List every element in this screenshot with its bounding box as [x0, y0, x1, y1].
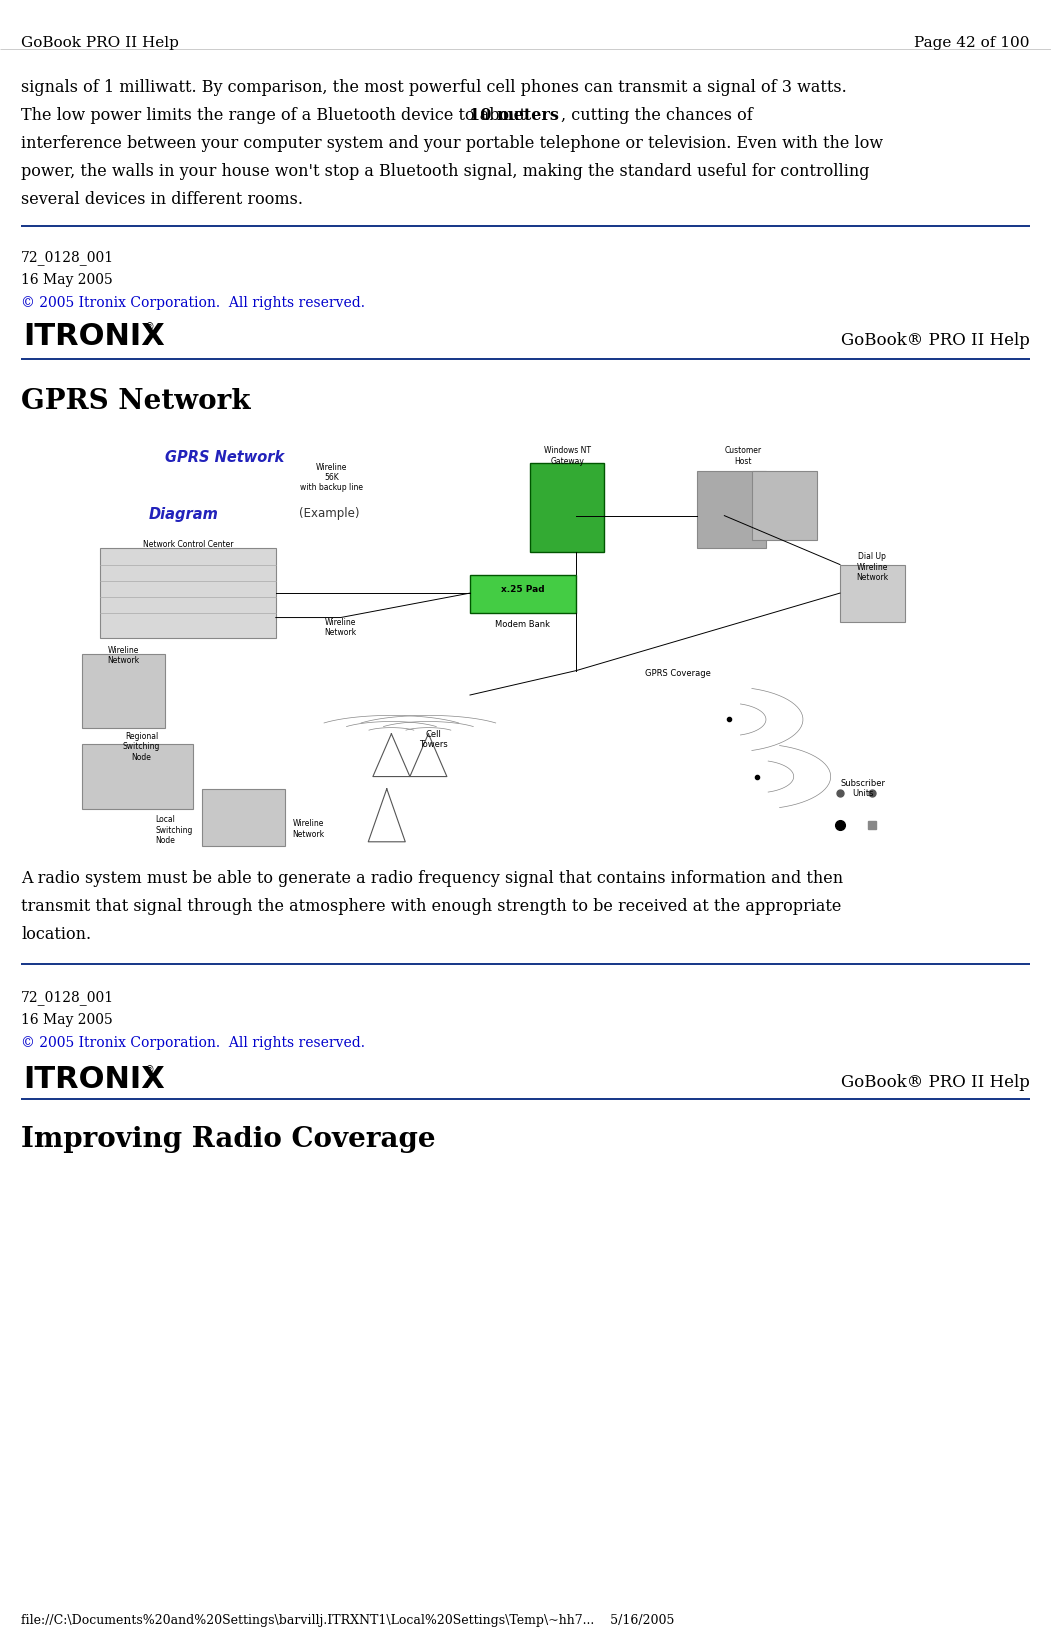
FancyBboxPatch shape [470, 575, 576, 613]
Text: ®: ® [145, 1065, 154, 1075]
Text: , cutting the chances of: , cutting the chances of [561, 107, 753, 123]
Text: interference between your computer system and your portable telephone or televis: interference between your computer syste… [21, 135, 883, 151]
Text: Wireline
56K
with backup line: Wireline 56K with backup line [300, 462, 363, 493]
Text: 16 May 2005: 16 May 2005 [21, 273, 112, 288]
Text: ITRONIX: ITRONIX [23, 322, 165, 352]
FancyBboxPatch shape [840, 564, 905, 621]
Text: GoBook® PRO II Help: GoBook® PRO II Help [841, 1074, 1030, 1090]
Text: 72_0128_001: 72_0128_001 [21, 990, 115, 1004]
Text: Wireline
Network: Wireline Network [107, 646, 139, 666]
Text: Subscriber
Units: Subscriber Units [841, 779, 886, 797]
Text: transmit that signal through the atmosphere with enough strength to be received : transmit that signal through the atmosph… [21, 898, 842, 914]
Text: © 2005 Itronix Corporation.  All rights reserved.: © 2005 Itronix Corporation. All rights r… [21, 1036, 365, 1051]
Text: GPRS Coverage: GPRS Coverage [645, 669, 712, 677]
Text: GoBook® PRO II Help: GoBook® PRO II Help [841, 332, 1030, 349]
Text: location.: location. [21, 926, 91, 942]
Text: 72_0128_001: 72_0128_001 [21, 250, 115, 265]
FancyBboxPatch shape [100, 547, 275, 638]
Text: Customer
Host: Customer Host [724, 446, 761, 465]
Text: Page 42 of 100: Page 42 of 100 [914, 36, 1030, 51]
Text: A radio system must be able to generate a radio frequency signal that contains i: A radio system must be able to generate … [21, 870, 843, 886]
Text: Network Control Center: Network Control Center [143, 541, 233, 549]
Text: Windows NT
Gateway: Windows NT Gateway [543, 446, 591, 465]
Text: © 2005 Itronix Corporation.  All rights reserved.: © 2005 Itronix Corporation. All rights r… [21, 296, 365, 311]
Text: (Example): (Example) [298, 508, 359, 521]
Text: Local
Switching
Node: Local Switching Node [156, 815, 193, 845]
FancyBboxPatch shape [82, 654, 165, 728]
Text: Wireline
Network: Wireline Network [292, 819, 324, 838]
FancyBboxPatch shape [530, 462, 604, 552]
FancyBboxPatch shape [202, 789, 285, 847]
Text: x.25 Pad: x.25 Pad [501, 585, 544, 595]
Text: ITRONIX: ITRONIX [23, 1065, 165, 1095]
Text: Dial Up
Wireline
Network: Dial Up Wireline Network [857, 552, 888, 582]
Text: GPRS Network: GPRS Network [21, 388, 250, 414]
FancyBboxPatch shape [82, 745, 192, 809]
Text: power, the walls in your house won't stop a Bluetooth signal, making the standar: power, the walls in your house won't sto… [21, 163, 869, 179]
Text: Wireline
Network: Wireline Network [325, 618, 356, 636]
Text: GPRS Network: GPRS Network [165, 450, 285, 465]
FancyBboxPatch shape [753, 470, 817, 541]
Text: signals of 1 milliwatt. By comparison, the most powerful cell phones can transmi: signals of 1 milliwatt. By comparison, t… [21, 79, 847, 95]
Text: GoBook PRO II Help: GoBook PRO II Help [21, 36, 179, 51]
Text: ®: ® [145, 322, 154, 332]
Text: The low power limits the range of a Bluetooth device to about: The low power limits the range of a Blue… [21, 107, 531, 123]
Text: Diagram: Diagram [148, 508, 219, 523]
FancyBboxPatch shape [697, 470, 766, 547]
Text: Modem Bank: Modem Bank [495, 620, 551, 628]
Text: file://C:\Documents%20and%20Settings\barvillj.ITRXNT1\Local%20Settings\Temp\~hh7: file://C:\Documents%20and%20Settings\bar… [21, 1614, 675, 1628]
Text: Cell
Towers: Cell Towers [418, 730, 448, 750]
Text: 10 meters: 10 meters [469, 107, 559, 123]
Text: several devices in different rooms.: several devices in different rooms. [21, 191, 303, 207]
Text: 16 May 2005: 16 May 2005 [21, 1013, 112, 1028]
Text: Regional
Switching
Node: Regional Switching Node [123, 732, 161, 761]
Text: Improving Radio Coverage: Improving Radio Coverage [21, 1126, 436, 1152]
